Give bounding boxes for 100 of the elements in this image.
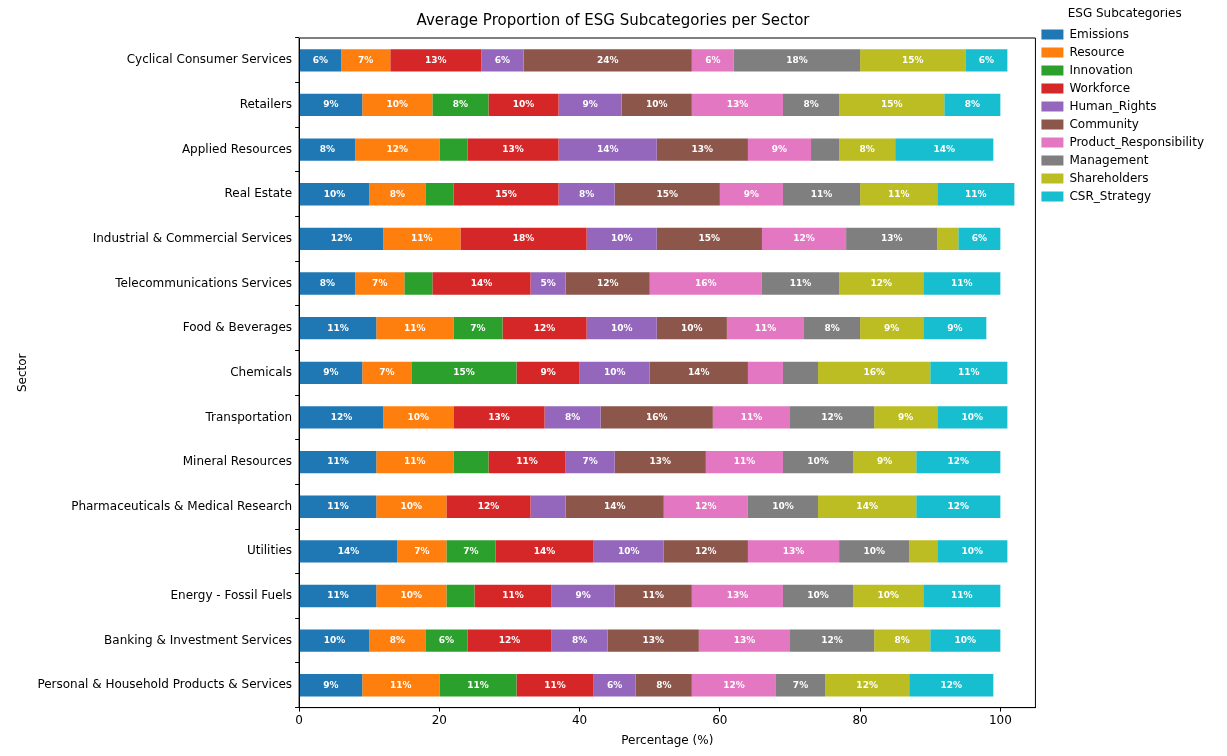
bar xyxy=(432,272,531,295)
bar xyxy=(299,183,370,206)
data-label: 15% xyxy=(656,188,679,199)
bar xyxy=(775,674,826,697)
bar xyxy=(874,629,931,652)
data-label: 12% xyxy=(821,411,843,422)
data-label: 13% xyxy=(649,456,672,467)
data-label: 15% xyxy=(495,188,517,199)
y-tick-label: Utilities xyxy=(246,543,293,558)
x-tick-label: 0 xyxy=(295,712,303,727)
bar xyxy=(558,93,622,117)
bar xyxy=(747,361,783,384)
bar xyxy=(432,93,489,117)
data-label: 18% xyxy=(786,54,808,65)
data-label: 16% xyxy=(645,411,668,422)
bar xyxy=(299,138,356,161)
bar xyxy=(719,183,783,206)
bar xyxy=(579,361,650,384)
data-label: 11% xyxy=(502,590,524,601)
bar xyxy=(299,540,398,563)
data-label: 13% xyxy=(782,545,805,556)
bar xyxy=(656,227,762,251)
bar xyxy=(299,495,377,518)
data-label: 16% xyxy=(863,367,885,378)
data-label: 10% xyxy=(877,590,899,601)
bar xyxy=(439,674,517,697)
data-label: 8% xyxy=(824,322,840,333)
data-label: 9% xyxy=(877,456,893,467)
y-tick-label: Retailers xyxy=(239,97,293,112)
bar xyxy=(565,450,615,474)
data-label: 7% xyxy=(358,54,374,65)
bar xyxy=(502,317,587,340)
bar xyxy=(663,495,748,518)
bar xyxy=(726,317,805,340)
data-label: 12% xyxy=(821,634,843,645)
data-label: 7% xyxy=(792,679,809,690)
bar xyxy=(453,317,503,340)
bar xyxy=(586,227,657,251)
data-label: 10% xyxy=(807,456,829,467)
bar xyxy=(565,495,664,518)
data-label: 8% xyxy=(571,634,588,645)
data-label: 7% xyxy=(372,277,388,288)
data-label: 8% xyxy=(389,188,405,199)
legend-label: Innovation xyxy=(1069,62,1133,77)
y-tick-label: Telecommunications Services xyxy=(114,275,293,290)
bar xyxy=(404,272,433,295)
legend-label: Workforce xyxy=(1069,80,1131,95)
bar xyxy=(516,361,580,384)
bar xyxy=(621,93,692,117)
data-label: 11% xyxy=(327,590,349,601)
data-label: 11% xyxy=(754,322,777,333)
x-tick-label: 20 xyxy=(431,712,448,727)
bar xyxy=(341,49,391,72)
bar xyxy=(383,406,454,429)
data-label: 11% xyxy=(740,411,763,422)
data-label: 10% xyxy=(863,545,885,556)
x-tick-label: 60 xyxy=(712,712,728,727)
x-axis-title: Percentage (%) xyxy=(621,732,714,747)
y-tick-label: Pharmaceuticals & Medical Research xyxy=(71,498,293,513)
bar xyxy=(839,93,945,117)
bar xyxy=(874,406,938,429)
data-label: 6% xyxy=(705,54,721,65)
data-label: 12% xyxy=(695,545,717,556)
data-label: 15% xyxy=(698,233,721,244)
data-label: 12% xyxy=(856,679,878,690)
data-label: 11% xyxy=(951,590,973,601)
bar xyxy=(839,272,924,295)
data-label: 9% xyxy=(582,99,598,110)
data-label: 9% xyxy=(743,188,760,199)
data-label: 10% xyxy=(323,634,346,645)
data-label: 10% xyxy=(610,322,633,333)
data-label: 7% xyxy=(463,545,479,556)
data-label: 14% xyxy=(603,501,626,512)
bar xyxy=(656,317,727,340)
bar xyxy=(923,584,1001,608)
bar xyxy=(930,629,1001,652)
bar xyxy=(516,674,594,697)
data-label: 11% xyxy=(516,456,538,467)
bar xyxy=(376,450,454,474)
bar xyxy=(705,450,783,474)
bar xyxy=(811,138,840,161)
bar xyxy=(425,629,468,652)
bar xyxy=(355,138,440,161)
data-label: 12% xyxy=(477,501,500,512)
data-label: 6% xyxy=(312,54,329,65)
data-label: 11% xyxy=(390,679,412,690)
legend-label: Resource xyxy=(1069,44,1125,59)
data-label: 10% xyxy=(610,233,633,244)
bar xyxy=(965,49,1008,72)
data-label: 10% xyxy=(400,590,423,601)
data-label: 16% xyxy=(695,277,717,288)
data-label: 11% xyxy=(544,679,566,690)
bar xyxy=(818,361,931,384)
x-tick-label: 40 xyxy=(571,712,588,727)
data-label: 12% xyxy=(947,501,970,512)
bar xyxy=(299,450,377,474)
data-label: 10% xyxy=(681,322,703,333)
bar xyxy=(467,138,559,161)
bar xyxy=(453,406,545,429)
y-tick-label: Chemicals xyxy=(230,364,293,379)
